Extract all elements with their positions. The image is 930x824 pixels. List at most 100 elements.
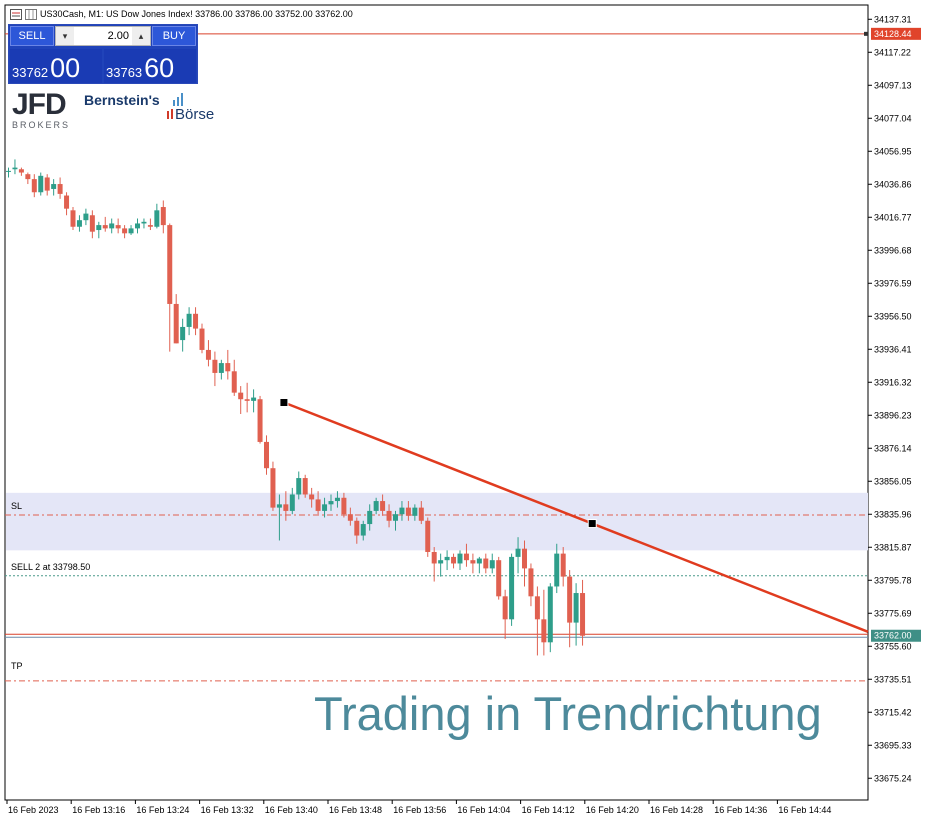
candle (315, 491, 321, 515)
candle (483, 553, 489, 574)
candle-body (18, 169, 24, 173)
x-tick-label: 16 Feb 14:28 (650, 805, 703, 815)
candle-body (173, 303, 179, 344)
y-tick-label: 33695.33 (874, 740, 912, 750)
candle-body (12, 167, 18, 170)
overlay-caption: Trading in Trendrichtung (314, 687, 822, 740)
buy-quote[interactable]: 33763 60 (104, 49, 196, 83)
chart-frame (4, 4, 869, 801)
candle (360, 520, 366, 541)
candle (560, 547, 566, 587)
candle (367, 504, 373, 531)
candle (354, 517, 360, 544)
trendline-segment[interactable] (283, 401, 869, 633)
horizontal-levels[interactable] (5, 31, 868, 682)
one-click-trading-panel[interactable]: SELL ▾ 2.00 ▴ BUY 33762 00 33763 60 (8, 24, 198, 84)
candle (102, 216, 108, 232)
candle (238, 386, 244, 414)
candle-body (405, 507, 411, 516)
x-tick-label: 16 Feb 14:20 (586, 805, 639, 815)
candle-body (57, 184, 63, 194)
candle (296, 471, 302, 500)
candle (341, 492, 347, 518)
candle (534, 586, 540, 656)
tp-level-label: TP (11, 661, 23, 671)
alert-line-handle[interactable] (864, 31, 868, 36)
candle-body (489, 560, 495, 569)
y-tick-label: 33775.69 (874, 608, 912, 618)
candle-body (315, 499, 321, 511)
candle-body (64, 195, 70, 209)
lot-size-input[interactable]: ▾ 2.00 ▴ (55, 26, 151, 46)
candle (283, 491, 289, 521)
trendline-anchor-start[interactable] (279, 398, 289, 407)
trendline[interactable] (279, 398, 869, 633)
candle (96, 221, 102, 239)
candle (541, 589, 547, 656)
candle (347, 507, 353, 526)
current-price-tag[interactable]: 33762.00 (871, 629, 921, 642)
candle (522, 540, 527, 587)
candle (18, 167, 24, 176)
x-tick-label: 16 Feb 13:56 (393, 805, 446, 815)
y-tick-label: 33715.42 (874, 707, 912, 717)
candle-body (251, 397, 257, 401)
candle (173, 294, 179, 344)
sell-quote[interactable]: 33762 00 (10, 49, 102, 83)
lot-increase-icon[interactable]: ▴ (132, 27, 150, 45)
sell-price-pips: 00 (50, 53, 81, 83)
y-tick-label: 34097.13 (874, 80, 912, 90)
x-tick-label: 16 Feb 14:04 (457, 805, 510, 815)
candle-body (373, 501, 379, 511)
candle-body (418, 507, 424, 521)
candle-body (444, 556, 450, 561)
candle (334, 491, 340, 508)
candle-body (393, 514, 398, 521)
alert-price-tag[interactable]: 34128.44 (871, 27, 921, 40)
candle-body (296, 478, 302, 495)
x-tick-label: 16 Feb 13:16 (72, 805, 125, 815)
candle-body (334, 497, 340, 502)
candle-body (547, 586, 553, 643)
candle-body (264, 441, 269, 469)
stop-loss-band (6, 492, 868, 551)
sell-price-prefix: 33762 (12, 65, 49, 80)
candle-body (218, 363, 224, 373)
buy-button[interactable]: BUY (152, 26, 196, 46)
jfd-logo-mark: JFD (12, 88, 67, 121)
lot-dropdown-icon[interactable]: ▾ (56, 27, 74, 45)
candle (373, 497, 379, 515)
candle-body (51, 184, 57, 189)
chart-window-icon (10, 8, 22, 20)
price-axis[interactable]: 34137.31 34117.22 34097.13 34077.04 34056.95… (868, 14, 921, 783)
candle (70, 207, 76, 231)
candle-body (580, 593, 586, 636)
candle-body (199, 328, 205, 350)
candle-body (573, 593, 579, 623)
candle (31, 174, 37, 198)
candle (244, 382, 250, 413)
y-tick-label: 33976.59 (874, 278, 912, 288)
candle (154, 203, 160, 229)
trendline-anchor-mid[interactable] (587, 519, 597, 529)
candle-body (367, 510, 373, 525)
candle-body (360, 524, 366, 536)
sell-button[interactable]: SELL (10, 26, 54, 46)
candle-mini-icon (167, 109, 173, 120)
candle (64, 192, 70, 216)
time-axis[interactable]: 16 Feb 2023 16 Feb 13:16 16 Feb 13:24 16 Fe… (6, 800, 831, 815)
candle-body (135, 223, 140, 229)
y-tick-label: 34137.31 (874, 14, 912, 24)
chart-grid-icon (25, 8, 37, 20)
candle-body (6, 170, 11, 172)
candle-body (560, 553, 566, 577)
y-tick-label: 33896.23 (874, 410, 912, 420)
candle-body (25, 174, 31, 180)
candle (251, 389, 257, 413)
y-tick-label: 33856.05 (874, 476, 912, 486)
lot-size-value[interactable]: 2.00 (107, 30, 129, 42)
candle (276, 494, 282, 541)
candle-body (509, 556, 515, 620)
candle-body (309, 494, 315, 500)
